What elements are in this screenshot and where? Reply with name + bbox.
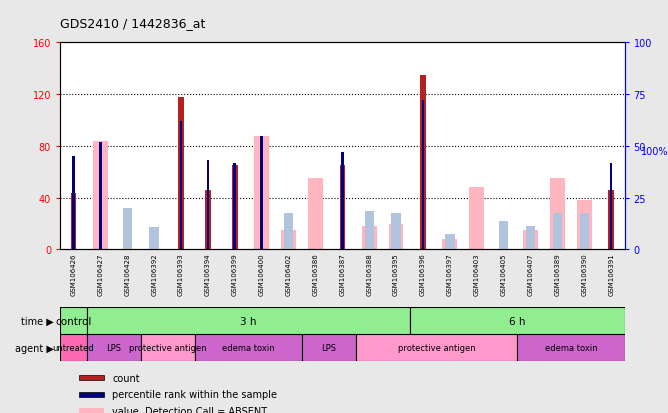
Bar bbox=[341, 153, 344, 250]
Bar bbox=[526, 227, 535, 250]
Text: GSM106405: GSM106405 bbox=[500, 253, 506, 295]
Text: protective antigen: protective antigen bbox=[397, 344, 475, 352]
Bar bbox=[580, 214, 589, 250]
Bar bbox=[87, 308, 409, 335]
Bar bbox=[194, 335, 302, 361]
Bar bbox=[610, 163, 613, 250]
Text: GSM106407: GSM106407 bbox=[528, 253, 534, 295]
Text: LPS: LPS bbox=[106, 344, 122, 352]
Bar bbox=[420, 76, 426, 250]
Bar bbox=[442, 240, 458, 250]
Bar bbox=[71, 193, 76, 250]
Bar bbox=[356, 335, 517, 361]
Text: GSM106426: GSM106426 bbox=[71, 253, 77, 295]
Text: GSM106427: GSM106427 bbox=[98, 253, 104, 295]
Bar bbox=[234, 163, 236, 250]
Text: agent ▶: agent ▶ bbox=[15, 343, 53, 353]
Text: control: control bbox=[55, 316, 92, 326]
Bar bbox=[123, 209, 132, 250]
Bar bbox=[517, 335, 625, 361]
Text: GSM106393: GSM106393 bbox=[178, 253, 184, 295]
Bar bbox=[523, 230, 538, 250]
Text: untreated: untreated bbox=[53, 344, 94, 352]
Text: time ▶: time ▶ bbox=[21, 316, 53, 326]
Bar bbox=[141, 335, 194, 361]
Bar bbox=[550, 179, 564, 250]
Bar bbox=[609, 190, 614, 250]
Bar bbox=[99, 142, 102, 250]
Text: count: count bbox=[112, 373, 140, 383]
Bar bbox=[255, 136, 269, 250]
Bar bbox=[60, 308, 87, 335]
Bar bbox=[79, 392, 104, 397]
Bar bbox=[499, 221, 508, 250]
Bar bbox=[72, 157, 75, 250]
Bar bbox=[302, 335, 356, 361]
Bar bbox=[339, 166, 345, 250]
Text: GSM106400: GSM106400 bbox=[259, 253, 265, 295]
Bar bbox=[422, 101, 424, 250]
Bar bbox=[150, 228, 159, 250]
Bar bbox=[60, 335, 87, 361]
Bar bbox=[389, 224, 403, 250]
Y-axis label: 100%: 100% bbox=[641, 147, 668, 157]
Text: edema toxin: edema toxin bbox=[544, 344, 597, 352]
Bar bbox=[206, 161, 209, 250]
Bar bbox=[180, 122, 182, 250]
Bar bbox=[79, 375, 104, 380]
Text: GSM106403: GSM106403 bbox=[474, 253, 480, 295]
Bar bbox=[308, 179, 323, 250]
Text: value, Detection Call = ABSENT: value, Detection Call = ABSENT bbox=[112, 406, 267, 413]
Bar bbox=[205, 190, 210, 250]
Bar bbox=[87, 335, 141, 361]
Bar bbox=[178, 97, 184, 250]
Text: percentile rank within the sample: percentile rank within the sample bbox=[112, 389, 277, 399]
Bar bbox=[79, 408, 104, 413]
Text: GSM106391: GSM106391 bbox=[608, 253, 614, 295]
Bar bbox=[261, 136, 263, 250]
Text: GSM106399: GSM106399 bbox=[232, 253, 238, 295]
Text: 3 h: 3 h bbox=[240, 316, 257, 326]
Text: GSM106387: GSM106387 bbox=[339, 253, 345, 295]
Text: LPS: LPS bbox=[321, 344, 337, 352]
Bar bbox=[362, 227, 377, 250]
Bar bbox=[470, 188, 484, 250]
Text: GDS2410 / 1442836_at: GDS2410 / 1442836_at bbox=[60, 17, 206, 29]
Text: GSM106390: GSM106390 bbox=[581, 253, 587, 295]
Bar bbox=[552, 214, 562, 250]
Text: GSM106395: GSM106395 bbox=[393, 253, 399, 295]
Bar bbox=[409, 308, 625, 335]
Text: GSM106397: GSM106397 bbox=[447, 253, 453, 295]
Text: GSM106388: GSM106388 bbox=[366, 253, 372, 295]
Text: GSM106392: GSM106392 bbox=[151, 253, 157, 295]
Text: GSM106428: GSM106428 bbox=[124, 253, 130, 295]
Bar bbox=[284, 214, 293, 250]
Bar bbox=[93, 141, 108, 250]
Bar bbox=[445, 235, 454, 250]
Text: 6 h: 6 h bbox=[509, 316, 525, 326]
Text: GSM106394: GSM106394 bbox=[205, 253, 211, 295]
Bar bbox=[232, 166, 238, 250]
Bar bbox=[365, 211, 374, 250]
Text: GSM106386: GSM106386 bbox=[313, 253, 319, 295]
Text: GSM106389: GSM106389 bbox=[554, 253, 560, 295]
Text: GSM106402: GSM106402 bbox=[286, 253, 292, 295]
Text: protective antigen: protective antigen bbox=[129, 344, 206, 352]
Text: edema toxin: edema toxin bbox=[222, 344, 275, 352]
Bar bbox=[281, 230, 296, 250]
Bar bbox=[391, 214, 401, 250]
Text: GSM106396: GSM106396 bbox=[420, 253, 426, 295]
Bar bbox=[577, 201, 592, 250]
